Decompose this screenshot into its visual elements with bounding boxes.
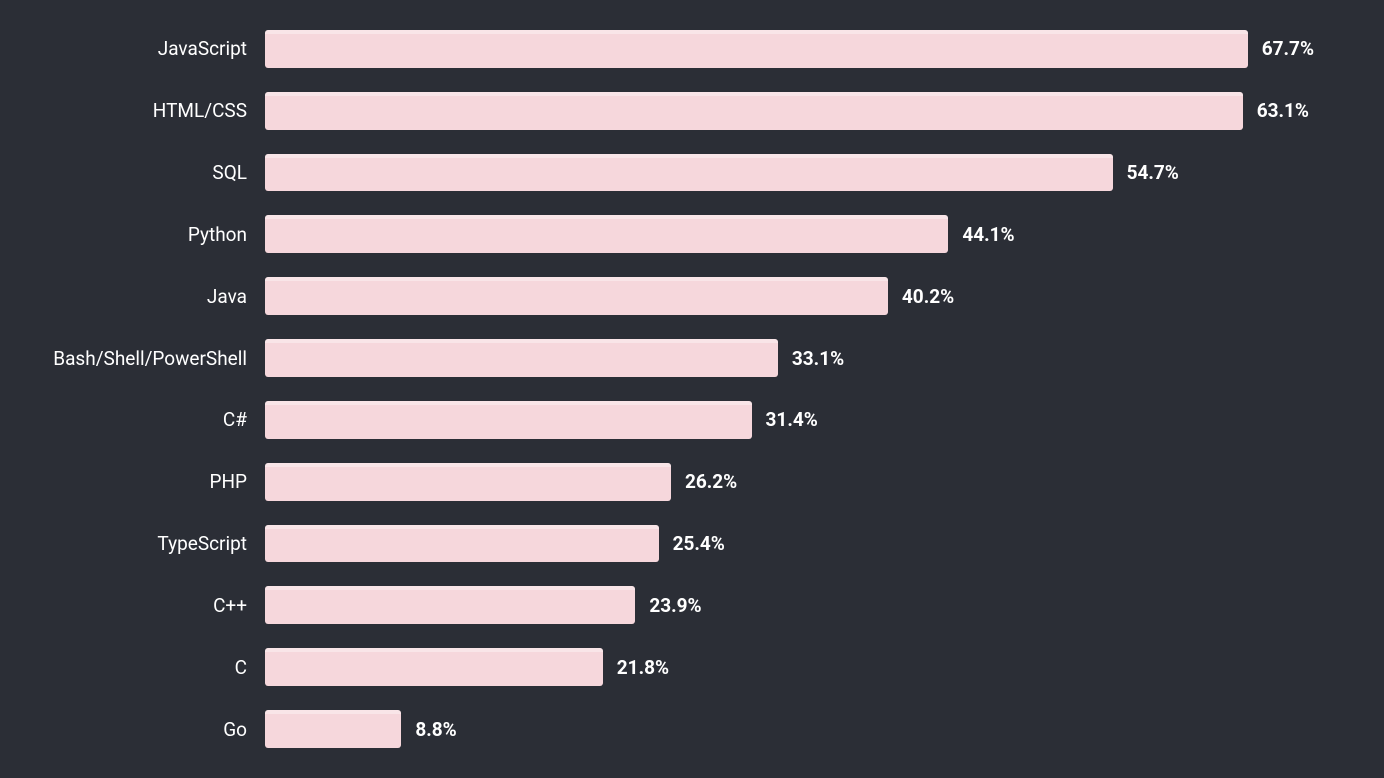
bar-label: Bash/Shell/PowerShell bbox=[50, 347, 265, 370]
bar-row: Bash/Shell/PowerShell 33.1% bbox=[50, 339, 1314, 377]
bar-area: 54.7% bbox=[265, 154, 1314, 192]
bar-area: 25.4% bbox=[265, 525, 1314, 563]
bar-row: Go 8.8% bbox=[50, 710, 1314, 748]
bar-row: Python 44.1% bbox=[50, 215, 1314, 253]
bar-row: Java 40.2% bbox=[50, 277, 1314, 315]
bar-area: 23.9% bbox=[265, 586, 1314, 624]
bar-value: 40.2% bbox=[902, 285, 954, 308]
bar-label: PHP bbox=[50, 470, 265, 493]
bar-area: 31.4% bbox=[265, 401, 1314, 439]
bar-row: PHP 26.2% bbox=[50, 463, 1314, 501]
bar-row: C++ 23.9% bbox=[50, 586, 1314, 624]
bar-area: 8.8% bbox=[265, 710, 1314, 748]
bar-area: 44.1% bbox=[265, 215, 1314, 253]
bar-row: SQL 54.7% bbox=[50, 154, 1314, 192]
bar bbox=[265, 215, 948, 253]
languages-bar-chart: JavaScript 67.7% HTML/CSS 63.1% SQL 54.7% Pyth… bbox=[0, 0, 1384, 778]
bar bbox=[265, 710, 401, 748]
bar-value: 25.4% bbox=[673, 532, 725, 555]
bar-value: 33.1% bbox=[792, 347, 844, 370]
bar bbox=[265, 30, 1248, 68]
bar-value: 26.2% bbox=[685, 470, 737, 493]
bar-value: 67.7% bbox=[1262, 37, 1314, 60]
bar bbox=[265, 277, 888, 315]
bar bbox=[265, 339, 778, 377]
bar-label: HTML/CSS bbox=[50, 99, 265, 122]
bar-area: 63.1% bbox=[265, 92, 1314, 130]
bar-label: JavaScript bbox=[50, 37, 265, 60]
bar bbox=[265, 586, 635, 624]
bar-value: 54.7% bbox=[1127, 161, 1179, 184]
bar-label: C# bbox=[50, 408, 265, 431]
bar bbox=[265, 401, 752, 439]
bar-label: SQL bbox=[50, 161, 265, 184]
bar-area: 21.8% bbox=[265, 648, 1314, 686]
bar-value: 8.8% bbox=[415, 718, 456, 741]
bar bbox=[265, 648, 603, 686]
bar-area: 26.2% bbox=[265, 463, 1314, 501]
bar-area: 67.7% bbox=[265, 30, 1314, 68]
bar-value: 31.4% bbox=[766, 408, 818, 431]
bar bbox=[265, 463, 671, 501]
bar-value: 44.1% bbox=[962, 223, 1014, 246]
bar-row: C# 31.4% bbox=[50, 401, 1314, 439]
bar-row: HTML/CSS 63.1% bbox=[50, 92, 1314, 130]
bar-row: C 21.8% bbox=[50, 648, 1314, 686]
bar bbox=[265, 525, 659, 563]
bar-area: 33.1% bbox=[265, 339, 1314, 377]
bar-label: Go bbox=[50, 718, 265, 741]
bar-label: C++ bbox=[50, 594, 265, 617]
bar-value: 23.9% bbox=[649, 594, 701, 617]
bar-label: C bbox=[50, 656, 265, 679]
bar-label: Java bbox=[50, 285, 265, 308]
bar-row: JavaScript 67.7% bbox=[50, 30, 1314, 68]
bar-label: TypeScript bbox=[50, 532, 265, 555]
bar-label: Python bbox=[50, 223, 265, 246]
bar-value: 63.1% bbox=[1257, 99, 1309, 122]
bar-area: 40.2% bbox=[265, 277, 1314, 315]
bar-row: TypeScript 25.4% bbox=[50, 525, 1314, 563]
bar bbox=[265, 154, 1113, 192]
bar-value: 21.8% bbox=[617, 656, 669, 679]
bar bbox=[265, 92, 1243, 130]
